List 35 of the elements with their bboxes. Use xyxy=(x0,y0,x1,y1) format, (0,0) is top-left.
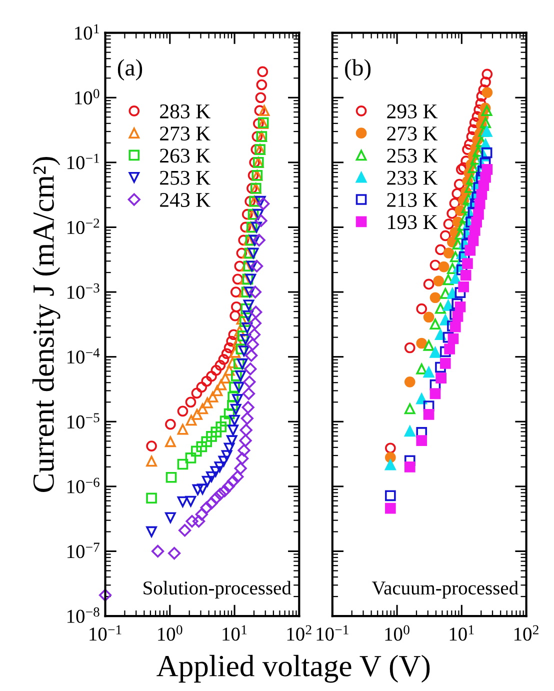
legend-label: 253 K xyxy=(160,170,210,185)
legend-label: 293 K xyxy=(387,104,438,118)
y-tick-label: 10$^{−4}$ xyxy=(68,348,100,364)
x-tick-label: 10$^{1}$ xyxy=(450,625,474,641)
x-tick-label: 10$^{−1}$ xyxy=(90,625,122,641)
y-tick-label: 10$^{−7}$ xyxy=(68,542,100,558)
y-tick-label: 10$^{−8}$ xyxy=(68,607,100,623)
y-tick-label: 10$^{−1}$ xyxy=(68,154,100,170)
legend-label: 233 K xyxy=(387,170,438,185)
annotation: (a) xyxy=(118,59,142,80)
y-tick-label: 10$^{0}$ xyxy=(75,89,100,104)
annotation: Solution-processed xyxy=(144,580,292,599)
legend-label: 283 K xyxy=(160,104,210,118)
y-tick-label: 10$^{1}$ xyxy=(75,24,99,40)
y-tick-label: 10$^{−3}$ xyxy=(68,283,100,299)
legend-label: 193 K xyxy=(388,215,438,230)
x-tick-label: 10$^{2}$ xyxy=(514,625,538,641)
x-axis-title: Applied voltage V (V) xyxy=(156,654,430,683)
annotation: (b) xyxy=(345,59,371,80)
legend-label: 253 K xyxy=(387,148,438,163)
legend-label: 213 K xyxy=(387,193,438,208)
legend-label: 263 K xyxy=(160,148,210,163)
x-tick-label: 10$^{1}$ xyxy=(222,625,247,641)
x-tick-label: 10$^{2}$ xyxy=(287,625,312,641)
legend-label: 273 K xyxy=(387,126,438,141)
y-tick-label: 10$^{−6}$ xyxy=(68,478,100,494)
x-tick-label: 10$^{0}$ xyxy=(158,625,182,641)
annotation: Vacuum-processed xyxy=(372,580,518,599)
x-tick-label: 10$^{0}$ xyxy=(385,625,410,641)
y-axis-title: Current density J (mA/cm²) xyxy=(32,156,60,492)
y-tick-label: 10$^{−2}$ xyxy=(68,218,100,234)
legend-label: 273 K xyxy=(160,126,210,141)
x-tick-label: 10$^{−1}$ xyxy=(316,625,348,641)
legend-label: 243 K xyxy=(160,193,210,208)
y-tick-label: 10$^{−5}$ xyxy=(68,413,100,429)
